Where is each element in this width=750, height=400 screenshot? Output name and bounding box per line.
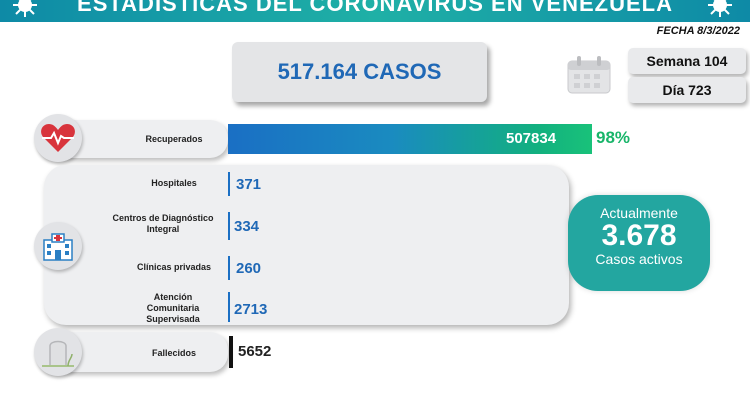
virus-icon	[13, 0, 37, 17]
facilities-icon-circle	[34, 222, 82, 270]
recovered-label: Recuperados	[145, 134, 203, 144]
facility-label-hospitales: Hospitales	[151, 178, 197, 188]
facility-value-cdi: 334	[234, 218, 260, 235]
recovered-icon-circle	[34, 114, 82, 162]
week-pill: Semana 104	[628, 48, 746, 74]
header-banner: ESTADÍSTICAS DEL CORONAVIRUS EN VENEZUEL…	[0, 0, 750, 22]
facility-value-hospitales: 371	[236, 176, 262, 193]
day-label: Día 723	[662, 82, 712, 98]
total-cases-box: 517.164 CASOS	[232, 42, 487, 102]
active-cases-subcaption: Casos activos	[595, 251, 683, 267]
deaths-icon-circle	[34, 328, 82, 376]
page-title: ESTADÍSTICAS DEL CORONAVIRUS EN VENEZUEL…	[77, 0, 673, 16]
week-label: Semana 104	[646, 53, 728, 69]
facility-bar-clinicas	[228, 256, 230, 280]
active-cases-box: Actualmente 3.678 Casos activos	[568, 195, 710, 291]
facility-value-acs: 2713	[234, 301, 268, 318]
hospital-icon	[43, 233, 73, 261]
deaths-value: 5652	[238, 343, 272, 360]
recovered-value: 507834	[506, 130, 557, 147]
date-label: FECHA 8/3/2022	[656, 25, 740, 37]
facility-label-acs: Atención Comunitaria Supervisada	[146, 292, 200, 324]
virus-icon	[708, 0, 732, 17]
tombstone-icon	[42, 340, 74, 367]
deaths-label: Fallecidos	[151, 348, 196, 358]
facility-bar-cdi	[228, 212, 230, 240]
facility-bar-hospitales	[228, 172, 230, 196]
heart-pulse-icon	[41, 124, 75, 152]
day-pill: Día 723	[628, 77, 746, 103]
total-cases-value: 517.164 CASOS	[277, 59, 442, 84]
facility-value-clinicas: 260	[236, 260, 262, 277]
recovered-bar	[228, 124, 592, 154]
facility-bar-acs	[228, 292, 230, 322]
active-cases-value: 3.678	[601, 219, 677, 252]
active-cases-caption: Actualmente	[600, 205, 678, 221]
deaths-bar	[229, 336, 233, 368]
recovered-percent: 98%	[596, 128, 631, 147]
calendar-icon	[567, 56, 611, 94]
facility-label-cdi: Centros de Diagnóstico Integral	[112, 213, 214, 234]
facility-label-clinicas: Clínicas privadas	[136, 262, 212, 272]
facilities-panel	[44, 165, 569, 325]
